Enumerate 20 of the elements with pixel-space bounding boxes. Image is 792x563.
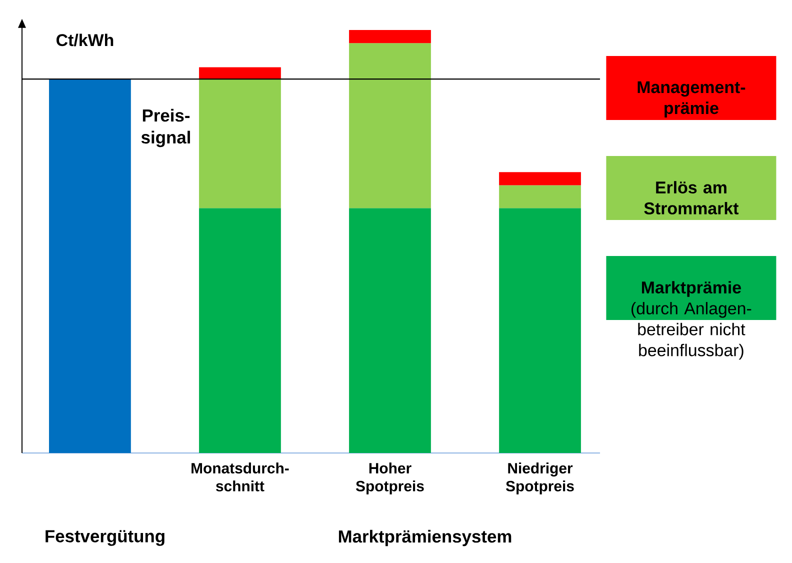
bar: [199, 79, 281, 208]
bar: [199, 208, 281, 453]
bar: [499, 208, 581, 453]
bar: [349, 30, 431, 44]
bar: [499, 185, 581, 208]
x-tick-label: Monatsdurch-schnitt: [192, 462, 289, 492]
bar: [349, 43, 431, 208]
x-tick-label: Hoher Spotpreis: [356, 462, 424, 494]
annotation: Preis-signal: [141, 108, 190, 148]
bar: [349, 208, 431, 453]
text: Marktprämiensystem: [338, 530, 512, 546]
y-axis-title: Ct/kWh: [56, 34, 114, 46]
x-tick-label: Niedriger Spotpreis: [506, 462, 574, 494]
text: Management-prämie: [638, 81, 746, 118]
text: Erlös am Strommarkt: [644, 181, 739, 214]
bar: [499, 172, 581, 186]
text: Festvergütung: [46, 530, 164, 546]
bar: [199, 67, 281, 80]
text: Marktprämie (durch Anlagen-betreiber nicht beeinflussbar): [632, 281, 752, 360]
bar: [49, 79, 131, 453]
